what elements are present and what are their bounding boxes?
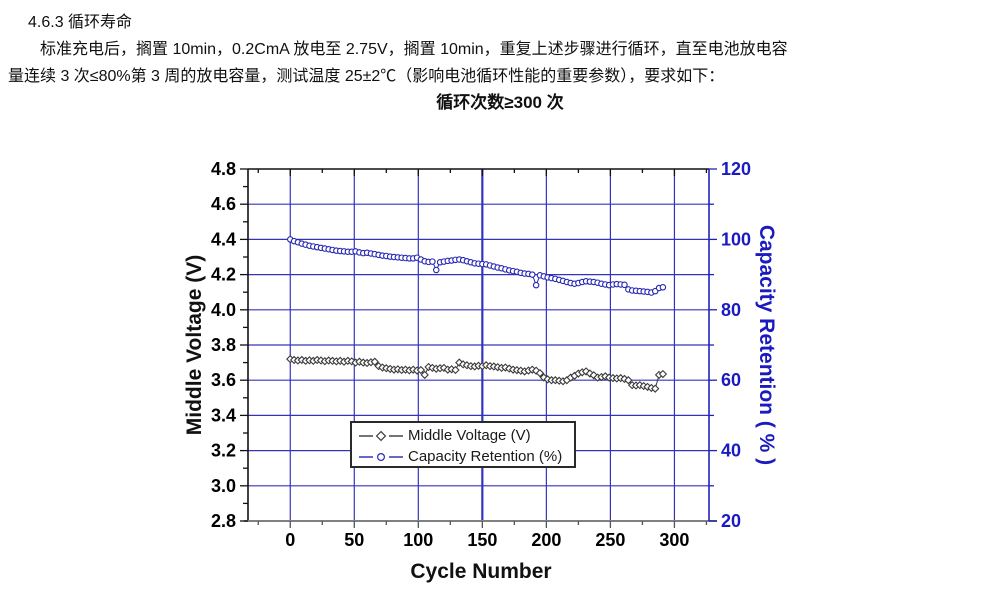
legend-item-capacity-retention: Capacity Retention (%)	[358, 446, 574, 467]
data-point-diamond	[581, 367, 591, 376]
x-tick-label: 300	[659, 530, 689, 550]
right-tick-label: 80	[721, 300, 741, 320]
data-point-diamond	[451, 365, 460, 375]
right-axis-title: Capacity Retention ( % )	[755, 225, 778, 465]
legend-item-middle-voltage: Middle Voltage (V)	[358, 425, 574, 446]
x-tick-label: 150	[467, 530, 497, 550]
legend-label-middle-voltage: Middle Voltage (V)	[408, 427, 531, 444]
left-tick-label: 3.8	[211, 335, 236, 355]
left-tick-label: 4.4	[211, 229, 236, 249]
chart-tick-labels: 0 50 100 150 200 250 300 4.8 4.6 4.4 4.2 4.0 3.8 3.6 3…	[211, 159, 751, 550]
diamond-marker-icon	[359, 430, 403, 441]
x-tick-label: 100	[403, 530, 433, 550]
left-tick-label: 2.8	[211, 511, 236, 531]
data-point-circle	[621, 281, 628, 289]
left-tick-label: 3.2	[211, 441, 236, 461]
paragraph-line-2: 量连续 3 次≤80%第 3 周的放电容量，测试温度 25±2℃（影响电池循环性…	[8, 68, 725, 85]
left-tick-label: 4.8	[211, 159, 236, 179]
data-point-diamond	[535, 368, 545, 378]
right-tick-label: 60	[721, 370, 741, 390]
data-point-diamond	[651, 384, 660, 393]
legend-label-capacity-retention: Capacity Retention (%)	[408, 448, 563, 465]
chart-series	[286, 236, 668, 393]
x-tick-label: 200	[531, 530, 561, 550]
data-point-circle	[432, 266, 440, 274]
left-tick-label: 3.6	[211, 370, 236, 390]
left-tick-label: 4.6	[211, 194, 236, 214]
data-point-circle	[429, 258, 436, 265]
data-point-circle	[529, 271, 536, 278]
left-tick-label: 3.0	[211, 476, 236, 496]
series-capacity-retention	[287, 236, 667, 296]
right-tick-label: 100	[721, 229, 751, 249]
x-axis-title: Cycle Number	[410, 560, 551, 583]
chart-axes	[240, 168, 717, 528]
data-point-diamond	[416, 365, 426, 375]
x-tick-label: 0	[285, 530, 295, 550]
right-tick-label: 120	[721, 159, 751, 179]
left-axis-title: Middle Voltage (V)	[183, 255, 206, 435]
series-middle-voltage	[286, 354, 668, 393]
left-tick-label: 4.0	[211, 300, 236, 320]
data-point-diamond	[624, 376, 633, 385]
data-point-circle	[659, 284, 667, 291]
data-point-diamond	[370, 357, 379, 366]
data-point-diamond	[420, 370, 429, 380]
left-tick-label: 3.4	[211, 405, 236, 425]
data-point-diamond	[455, 358, 464, 367]
left-tick-label: 4.2	[211, 265, 236, 285]
paragraph-line-1: 标准充电后，搁置 10min，0.2CmA 放电至 2.75V，搁置 10min…	[40, 41, 788, 58]
x-tick-label: 250	[595, 530, 625, 550]
chart-gridlines	[248, 169, 709, 521]
section-heading: 4.6.3 循环寿命	[28, 14, 133, 31]
chart-legend: Middle Voltage (V) Capacity Retention (%…	[350, 421, 576, 468]
data-point-diamond	[658, 369, 668, 379]
data-point-circle	[532, 281, 540, 289]
right-tick-label: 20	[721, 511, 741, 531]
x-tick-label: 50	[344, 530, 364, 550]
right-tick-label: 40	[721, 441, 741, 461]
circle-marker-icon	[359, 452, 403, 461]
requirement-line: 循环次数≥300 次	[436, 93, 564, 112]
